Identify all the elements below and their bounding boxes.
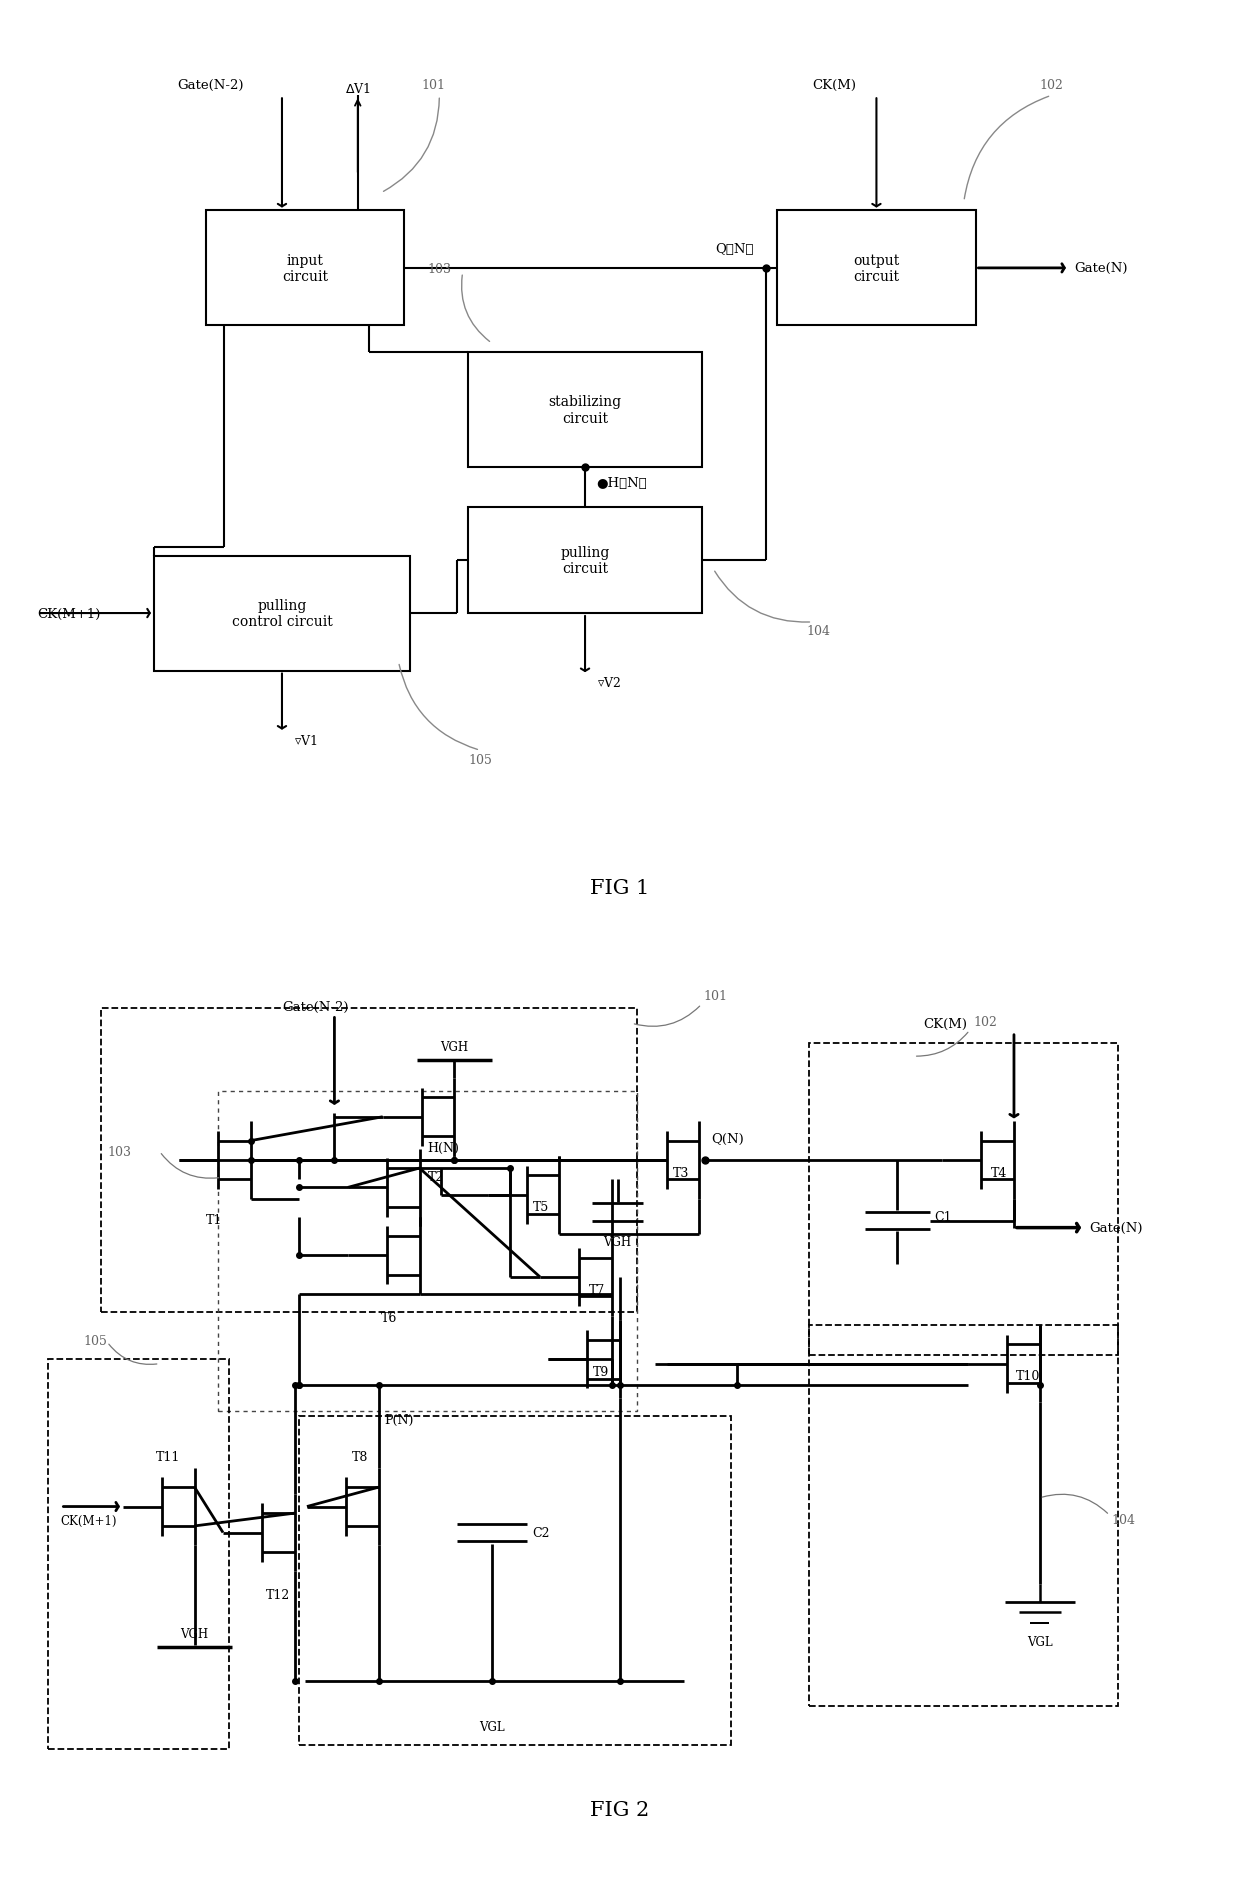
Text: T2: T2 <box>428 1171 444 1184</box>
Bar <box>777 211 976 326</box>
Bar <box>469 352 702 469</box>
Text: C2: C2 <box>533 1526 551 1539</box>
Text: VGH: VGH <box>604 1236 631 1250</box>
Text: CK(M+1): CK(M+1) <box>61 1513 117 1526</box>
Text: 105: 105 <box>469 753 492 766</box>
Text: input
circuit: input circuit <box>283 254 329 284</box>
Text: 101: 101 <box>704 990 728 1003</box>
Text: 105: 105 <box>84 1334 108 1348</box>
Text: CK(M): CK(M) <box>923 1018 967 1031</box>
Text: 103: 103 <box>428 263 451 277</box>
Text: 103: 103 <box>107 1146 131 1157</box>
Text: T11: T11 <box>156 1451 181 1462</box>
Text: VGH: VGH <box>181 1628 208 1639</box>
Text: 101: 101 <box>422 79 446 92</box>
Text: T5: T5 <box>532 1201 549 1214</box>
Bar <box>102 1009 637 1312</box>
Bar <box>218 1092 637 1412</box>
Text: output
circuit: output circuit <box>853 254 899 284</box>
Text: 104: 104 <box>806 625 831 638</box>
Text: $\Delta$V1: $\Delta$V1 <box>345 83 371 96</box>
Text: VGL: VGL <box>1027 1635 1053 1649</box>
Bar <box>206 211 404 326</box>
Text: T12: T12 <box>265 1588 290 1602</box>
Text: T8: T8 <box>352 1451 368 1462</box>
Text: VGL: VGL <box>479 1720 505 1733</box>
Bar <box>48 1359 229 1748</box>
Text: T7: T7 <box>589 1284 605 1297</box>
Text: P(N): P(N) <box>384 1413 413 1427</box>
Bar <box>810 1043 1118 1355</box>
Bar <box>154 557 410 672</box>
Bar <box>810 1325 1118 1705</box>
Text: T4: T4 <box>991 1167 1007 1178</box>
Text: T6: T6 <box>381 1312 398 1325</box>
Text: H(N): H(N) <box>428 1140 460 1154</box>
Bar <box>469 508 702 614</box>
Text: 104: 104 <box>1112 1513 1136 1526</box>
Text: $\triangledown$V2: $\triangledown$V2 <box>596 676 620 689</box>
Text: Gate(N): Gate(N) <box>1075 262 1128 275</box>
Text: T1: T1 <box>206 1214 223 1227</box>
Text: FIG 1: FIG 1 <box>590 879 650 898</box>
Text: CK(M+1): CK(M+1) <box>37 608 100 621</box>
Text: T9: T9 <box>593 1364 609 1378</box>
Bar <box>299 1415 730 1745</box>
Text: 102: 102 <box>1039 79 1064 92</box>
Text: FIG 2: FIG 2 <box>590 1801 650 1820</box>
Text: VGH: VGH <box>440 1041 469 1054</box>
Text: 102: 102 <box>973 1016 997 1029</box>
Text: C1: C1 <box>935 1210 952 1223</box>
Text: T10: T10 <box>1017 1370 1040 1383</box>
Text: Q（N）: Q（N） <box>715 243 754 256</box>
Text: $\triangledown$V1: $\triangledown$V1 <box>294 734 317 747</box>
Text: Q(N): Q(N) <box>711 1131 744 1144</box>
Text: Gate(N-2): Gate(N-2) <box>177 79 243 92</box>
Text: CK(M): CK(M) <box>812 79 857 92</box>
Text: stabilizing
circuit: stabilizing circuit <box>548 395 621 425</box>
Text: Gate(N): Gate(N) <box>1090 1221 1143 1235</box>
Text: pulling
circuit: pulling circuit <box>560 546 610 576</box>
Text: pulling
control circuit: pulling control circuit <box>232 598 332 629</box>
Text: T3: T3 <box>672 1167 689 1178</box>
Text: ●H（N）: ●H（N） <box>596 476 647 489</box>
Text: Gate(N-2): Gate(N-2) <box>281 999 348 1013</box>
